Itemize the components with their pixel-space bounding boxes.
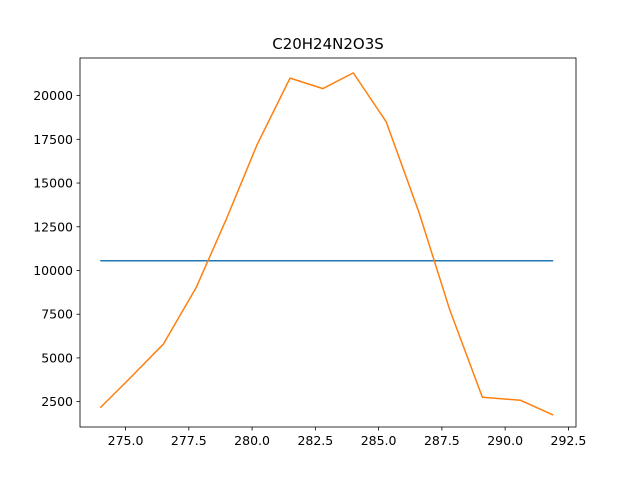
y-tick-label: 20000 — [33, 88, 73, 103]
x-tick-label: 290.0 — [487, 433, 523, 448]
axes-layer: 275.0 277.5 280.0 282.5 285.0 287.5 290.0 292.5… — [33, 57, 587, 448]
y-tick-label: 10000 — [33, 263, 73, 278]
plot-frame — [79, 57, 577, 428]
x-tick-label: 287.5 — [424, 433, 460, 448]
y-tick-label: 12500 — [33, 219, 73, 234]
x-tick-label: 277.5 — [171, 433, 207, 448]
y-tick-label: 15000 — [33, 176, 73, 191]
x-tick-label: 275.0 — [108, 433, 144, 448]
x-tick-label: 285.0 — [361, 433, 397, 448]
x-tick-label: 282.5 — [297, 433, 333, 448]
series-line-2 — [99, 72, 554, 416]
series-layer — [99, 72, 554, 416]
y-tick-label: 2500 — [41, 394, 73, 409]
x-tick-label: 280.0 — [234, 433, 270, 448]
x-tick-label: 292.5 — [551, 433, 587, 448]
chart-title: C20H24N2O3S — [272, 35, 384, 53]
y-tick-label: 17500 — [33, 132, 73, 147]
y-tick-label: 7500 — [41, 307, 73, 322]
y-tick-label: 5000 — [41, 350, 73, 365]
